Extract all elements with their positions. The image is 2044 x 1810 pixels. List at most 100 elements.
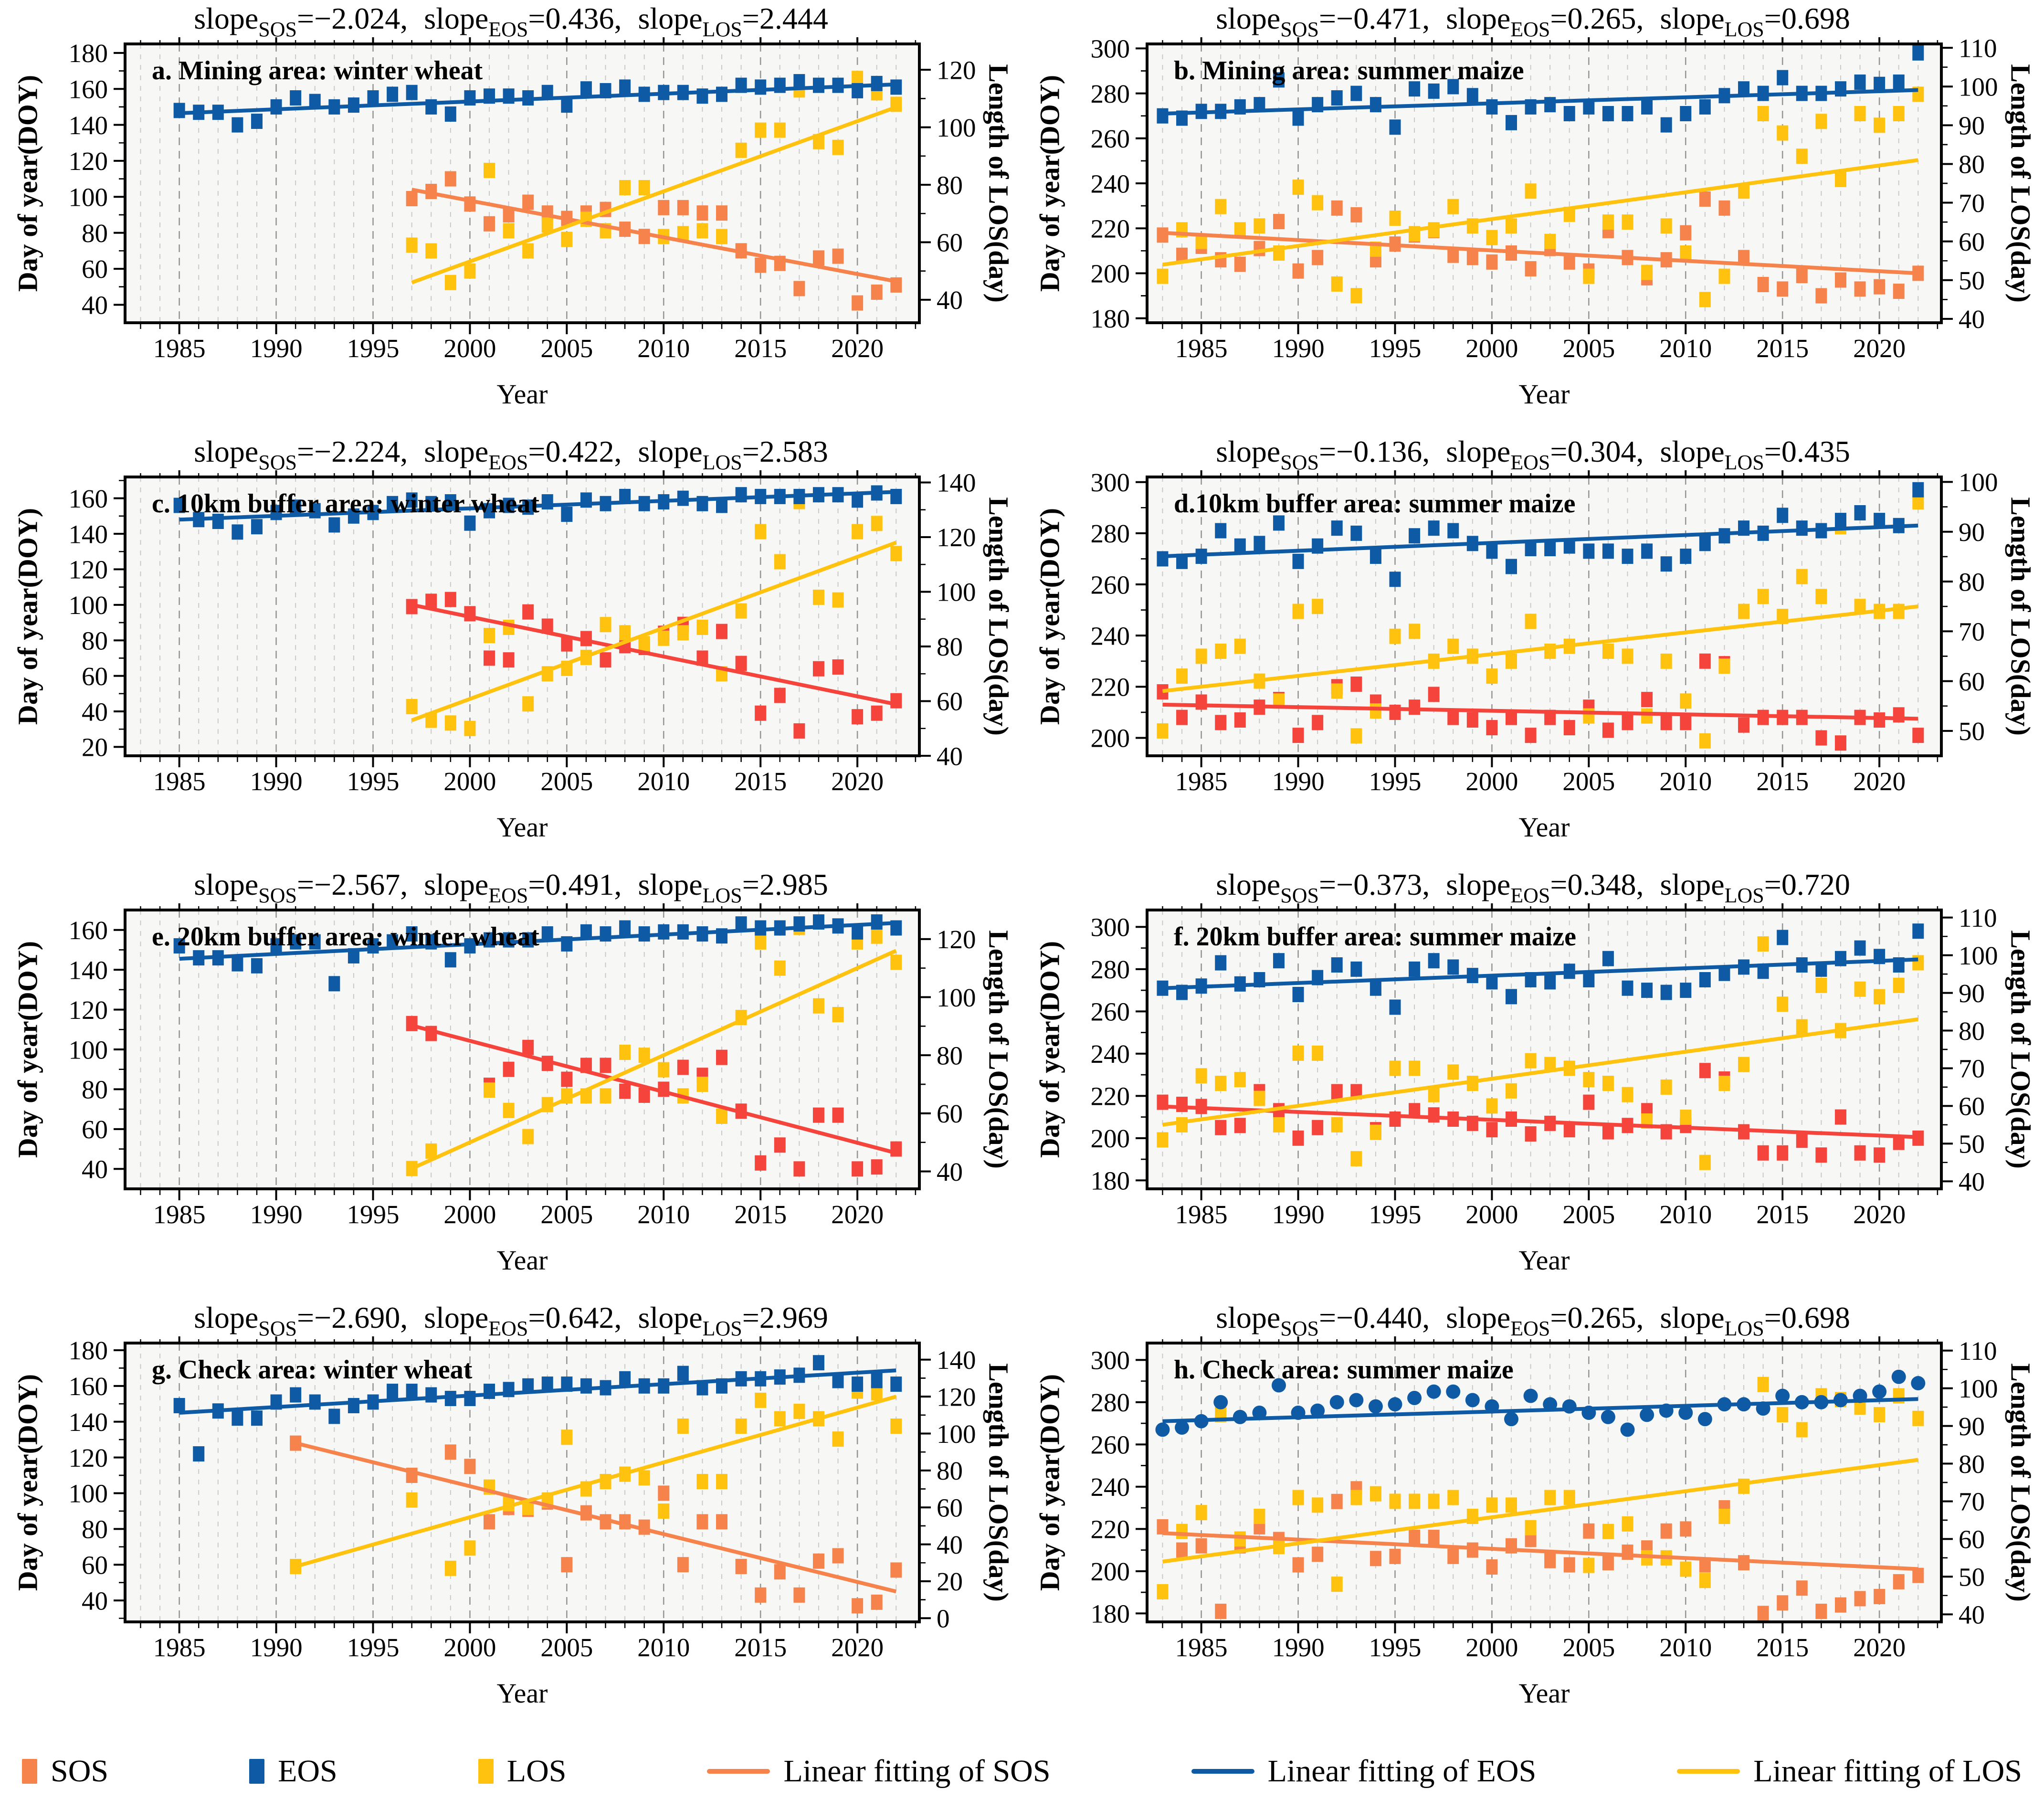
svg-text:240: 240 (1091, 1039, 1130, 1069)
svg-text:300: 300 (1091, 34, 1130, 64)
svg-text:70: 70 (1959, 189, 1985, 218)
svg-text:40: 40 (1959, 1600, 1985, 1629)
svg-text:2015: 2015 (734, 1200, 787, 1229)
svg-text:2020: 2020 (1853, 767, 1906, 796)
svg-text:1985: 1985 (153, 334, 206, 363)
panel-e: 1985 1990 1995 2000 2005 2010 2015 2020 40 60 80 10… (0, 866, 1022, 1299)
panel-c-label: c. 10km buffer area: winter wheat (152, 489, 539, 519)
left-axis-title: Day of year(DOY) (1034, 74, 1065, 292)
svg-text:40: 40 (937, 741, 963, 771)
svg-text:280: 280 (1091, 1388, 1130, 1417)
svg-text:90: 90 (1959, 111, 1985, 140)
svg-text:160: 160 (69, 916, 108, 945)
svg-text:120: 120 (937, 55, 976, 85)
svg-text:2010: 2010 (637, 1200, 690, 1229)
legend-item-sos: SOS (22, 1753, 108, 1789)
svg-text:240: 240 (1091, 169, 1130, 198)
svg-text:60: 60 (937, 228, 963, 257)
panel-a-label: a. Mining area: winter wheat (152, 56, 483, 85)
svg-text:1990: 1990 (1272, 1200, 1325, 1229)
svg-text:100: 100 (69, 183, 108, 212)
svg-text:2005: 2005 (1562, 334, 1615, 363)
panel-c-title: slopeSOS=−2.224, slopeEOS=0.422, slopeLOS=… (194, 434, 828, 474)
svg-text:2000: 2000 (1465, 1200, 1518, 1229)
svg-text:80: 80 (937, 170, 963, 200)
svg-text:1985: 1985 (1175, 767, 1228, 796)
svg-text:40: 40 (82, 291, 108, 320)
svg-text:200: 200 (1091, 1124, 1130, 1153)
svg-text:2005: 2005 (1562, 1633, 1615, 1662)
right-axis-title: Length of LOS(day) (2005, 930, 2036, 1169)
svg-text:180: 180 (69, 39, 108, 68)
svg-text:70: 70 (1959, 1054, 1985, 1083)
svg-text:60: 60 (1959, 667, 1985, 696)
svg-text:100: 100 (1959, 468, 1998, 497)
svg-text:2015: 2015 (734, 1633, 787, 1662)
panel-h: 1985 1990 1995 2000 2005 2010 2015 2020 180 200 22… (1022, 1299, 2044, 1732)
svg-text:2005: 2005 (1562, 767, 1615, 796)
svg-text:200: 200 (1091, 259, 1130, 288)
svg-text:140: 140 (69, 1408, 108, 1437)
left-axis-title: Day of year(DOY) (12, 74, 43, 292)
right-axis-title: Length of LOS(day) (983, 930, 1014, 1169)
panel-h-plot: 1985 1990 1995 2000 2005 2010 2015 2020 180 200 22… (1091, 1336, 1998, 1662)
eos-fitline-swatch (1191, 1768, 1254, 1774)
svg-text:80: 80 (937, 632, 963, 661)
svg-text:2020: 2020 (831, 767, 884, 796)
svg-text:110: 110 (1959, 903, 1997, 932)
svg-text:100: 100 (69, 1035, 108, 1064)
svg-text:2005: 2005 (540, 334, 593, 363)
sos-marker-swatch (22, 1758, 37, 1784)
svg-text:50: 50 (1959, 266, 1985, 295)
panel-e-title: slopeSOS=−2.567, slopeEOS=0.491, slopeLOS=… (194, 868, 828, 907)
svg-text:2020: 2020 (831, 334, 884, 363)
svg-text:80: 80 (1959, 567, 1985, 596)
right-axis-title: Length of LOS(day) (983, 64, 1014, 303)
svg-text:280: 280 (1091, 79, 1130, 108)
svg-text:100: 100 (937, 578, 976, 607)
legend-item-label: Linear fitting of EOS (1267, 1753, 1537, 1789)
svg-text:240: 240 (1091, 621, 1130, 650)
svg-text:120: 120 (69, 1443, 108, 1472)
svg-text:2005: 2005 (540, 1200, 593, 1229)
svg-text:260: 260 (1091, 1430, 1130, 1460)
svg-text:40: 40 (937, 1530, 963, 1559)
svg-text:80: 80 (82, 219, 108, 248)
svg-text:2000: 2000 (1465, 334, 1518, 363)
panel-b: 1985 1990 1995 2000 2005 2010 2015 2020 180 200 22… (1022, 0, 2044, 433)
svg-text:160: 160 (69, 484, 108, 513)
svg-text:120: 120 (69, 555, 108, 584)
svg-text:220: 220 (1091, 1515, 1130, 1544)
left-axis-title: Day of year(DOY) (1034, 508, 1065, 725)
left-axis-title: Day of year(DOY) (12, 941, 43, 1158)
panel-d-title: slopeSOS=−0.136, slopeEOS=0.304, slopeLOS=… (1216, 434, 1850, 474)
svg-text:0: 0 (937, 1604, 950, 1633)
svg-text:90: 90 (1959, 518, 1985, 547)
svg-text:140: 140 (937, 1345, 976, 1375)
panel-h-label: h. Check area: summer maize (1174, 1355, 1514, 1385)
svg-text:2005: 2005 (540, 1633, 593, 1662)
svg-text:2010: 2010 (637, 767, 690, 796)
right-axis-title: Length of LOS(day) (2005, 497, 2036, 736)
right-axis-title: Length of LOS(day) (2005, 64, 2036, 303)
legend-item-label: Linear fitting of LOS (1753, 1753, 2022, 1789)
svg-text:80: 80 (1959, 1450, 1985, 1479)
svg-text:1985: 1985 (153, 1200, 206, 1229)
svg-text:140: 140 (69, 519, 108, 549)
legend-item-label: EOS (278, 1753, 337, 1789)
svg-text:2020: 2020 (1853, 1633, 1906, 1662)
svg-text:300: 300 (1091, 1346, 1130, 1375)
panel-a-title: slopeSOS=−2.024, slopeEOS=0.436, slopeLOS=… (194, 1, 828, 41)
svg-text:90: 90 (1959, 1412, 1985, 1441)
svg-text:260: 260 (1091, 570, 1130, 599)
svg-text:120: 120 (937, 523, 976, 552)
svg-text:220: 220 (1091, 1082, 1130, 1111)
svg-text:2005: 2005 (540, 767, 593, 796)
x-axis-title: Year (496, 379, 548, 410)
svg-text:1990: 1990 (250, 1633, 303, 1662)
svg-text:180: 180 (1091, 1166, 1130, 1196)
svg-text:1995: 1995 (347, 1200, 399, 1229)
panel-g: 1985 1990 1995 2000 2005 2010 2015 2020 40 60 80 10… (0, 1299, 1022, 1732)
right-axis-title: Length of LOS(day) (2005, 1363, 2036, 1602)
svg-text:1995: 1995 (1369, 334, 1421, 363)
